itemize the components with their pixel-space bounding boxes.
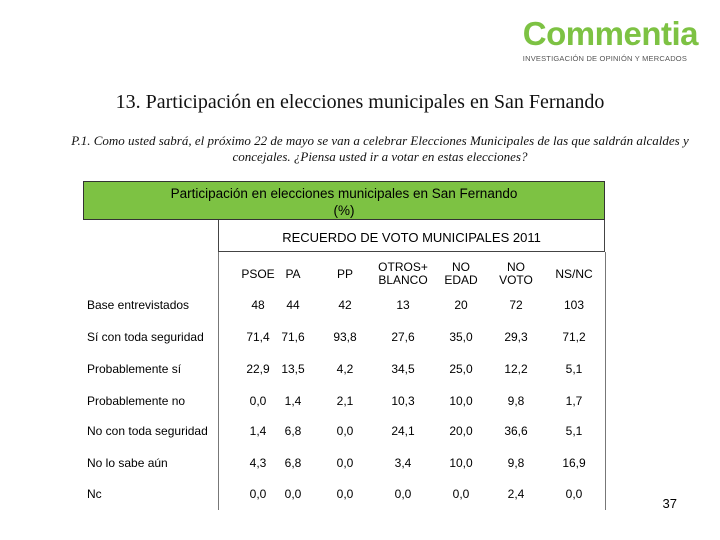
table-header-unit: (%) xyxy=(333,203,355,218)
table-cell: 20 xyxy=(454,298,468,312)
column-header: PA xyxy=(285,266,301,281)
table-cell: 29,3 xyxy=(504,330,528,344)
table-cell: 0,0 xyxy=(565,487,583,501)
table-cell: 103 xyxy=(563,298,585,312)
table-cell: 0,0 xyxy=(394,487,412,501)
table-cell: 4,2 xyxy=(336,362,354,376)
table-cell: 0,0 xyxy=(284,487,302,501)
column-header: PP xyxy=(336,266,353,281)
table-border xyxy=(605,252,606,510)
table-cell: 71,2 xyxy=(562,330,586,344)
table-cell: 13,5 xyxy=(281,362,305,376)
table-cell: 13 xyxy=(396,298,410,312)
column-header: NO EDAD xyxy=(444,260,478,287)
table-cell: 0,0 xyxy=(249,487,267,501)
row-label: Probablemente sí xyxy=(87,362,182,376)
table-cell: 0,0 xyxy=(336,487,354,501)
row-label: Nc xyxy=(87,487,102,501)
table-cell: 0,0 xyxy=(249,394,267,408)
table-cell: 1,7 xyxy=(565,394,583,408)
row-label: Probablemente no xyxy=(87,394,186,408)
table-cell: 36,6 xyxy=(504,424,528,438)
commentia-logo: Commentia INVESTIGACIÓN DE OPINIÓN Y MER… xyxy=(522,15,699,64)
table-cell: 25,0 xyxy=(449,362,473,376)
table-cell: 0,0 xyxy=(452,487,470,501)
table-cell: 0,0 xyxy=(336,456,354,470)
table-cell: 27,6 xyxy=(391,330,415,344)
table-border xyxy=(218,252,219,510)
column-header: PSOE xyxy=(241,266,275,281)
table-cell: 10,0 xyxy=(449,394,473,408)
table-cell: 4,3 xyxy=(249,456,267,470)
table-cell: 3,4 xyxy=(394,456,412,470)
table-cell: 9,8 xyxy=(507,456,525,470)
table-cell: 2,4 xyxy=(507,487,525,501)
table-cell: 1,4 xyxy=(249,424,267,438)
table-cell: 6,8 xyxy=(284,456,302,470)
table-cell: 6,8 xyxy=(284,424,302,438)
row-label: No con toda seguridad xyxy=(87,424,208,438)
table-cell: 93,8 xyxy=(333,330,357,344)
table-cell: 22,9 xyxy=(246,362,270,376)
page-number: 37 xyxy=(662,496,677,511)
table-cell: 16,9 xyxy=(562,456,586,470)
table-cell: 1,4 xyxy=(284,394,302,408)
page-title: 13. Participación en elecciones municipa… xyxy=(115,91,605,113)
table-cell: 72 xyxy=(509,298,523,312)
row-label: Base entrevistados xyxy=(87,298,190,312)
table-cell: 12,2 xyxy=(504,362,528,376)
table-header: Participación en elecciones municipales … xyxy=(83,181,605,220)
table-cell: 35,0 xyxy=(449,330,473,344)
table-cell: 42 xyxy=(338,298,352,312)
logo-wordmark: Commentia xyxy=(522,15,699,52)
table-cell: 34,5 xyxy=(391,362,415,376)
table-cell: 71,4 xyxy=(246,330,270,344)
table-cell: 24,1 xyxy=(391,424,415,438)
table-cell: 9,8 xyxy=(507,394,525,408)
logo-tagline: INVESTIGACIÓN DE OPINIÓN Y MERCADOS xyxy=(522,54,688,63)
table-cell: 71,6 xyxy=(281,330,305,344)
table-cell: 10,0 xyxy=(449,456,473,470)
column-header: NO VOTO xyxy=(499,260,533,287)
row-label: Sí con toda seguridad xyxy=(87,330,204,344)
table-cell: 20,0 xyxy=(449,424,473,438)
column-header: NS/NC xyxy=(555,266,593,281)
table-header-title: Participación en elecciones municipales … xyxy=(170,186,518,201)
table-cell: 5,1 xyxy=(565,424,583,438)
group-header: RECUERDO DE VOTO MUNICIPALES 2011 xyxy=(218,220,605,252)
table-cell: 0,0 xyxy=(336,424,354,438)
table-cell: 2,1 xyxy=(336,394,354,408)
column-header: OTROS+ BLANCO xyxy=(378,260,428,287)
table-cell: 10,3 xyxy=(391,394,415,408)
table-cell: 44 xyxy=(286,298,300,312)
table-cell: 48 xyxy=(251,298,265,312)
row-label: No lo sabe aún xyxy=(87,456,168,470)
question-text: P.1. Como usted sabrá, el próximo 22 de … xyxy=(71,133,689,164)
table-cell: 5,1 xyxy=(565,362,583,376)
